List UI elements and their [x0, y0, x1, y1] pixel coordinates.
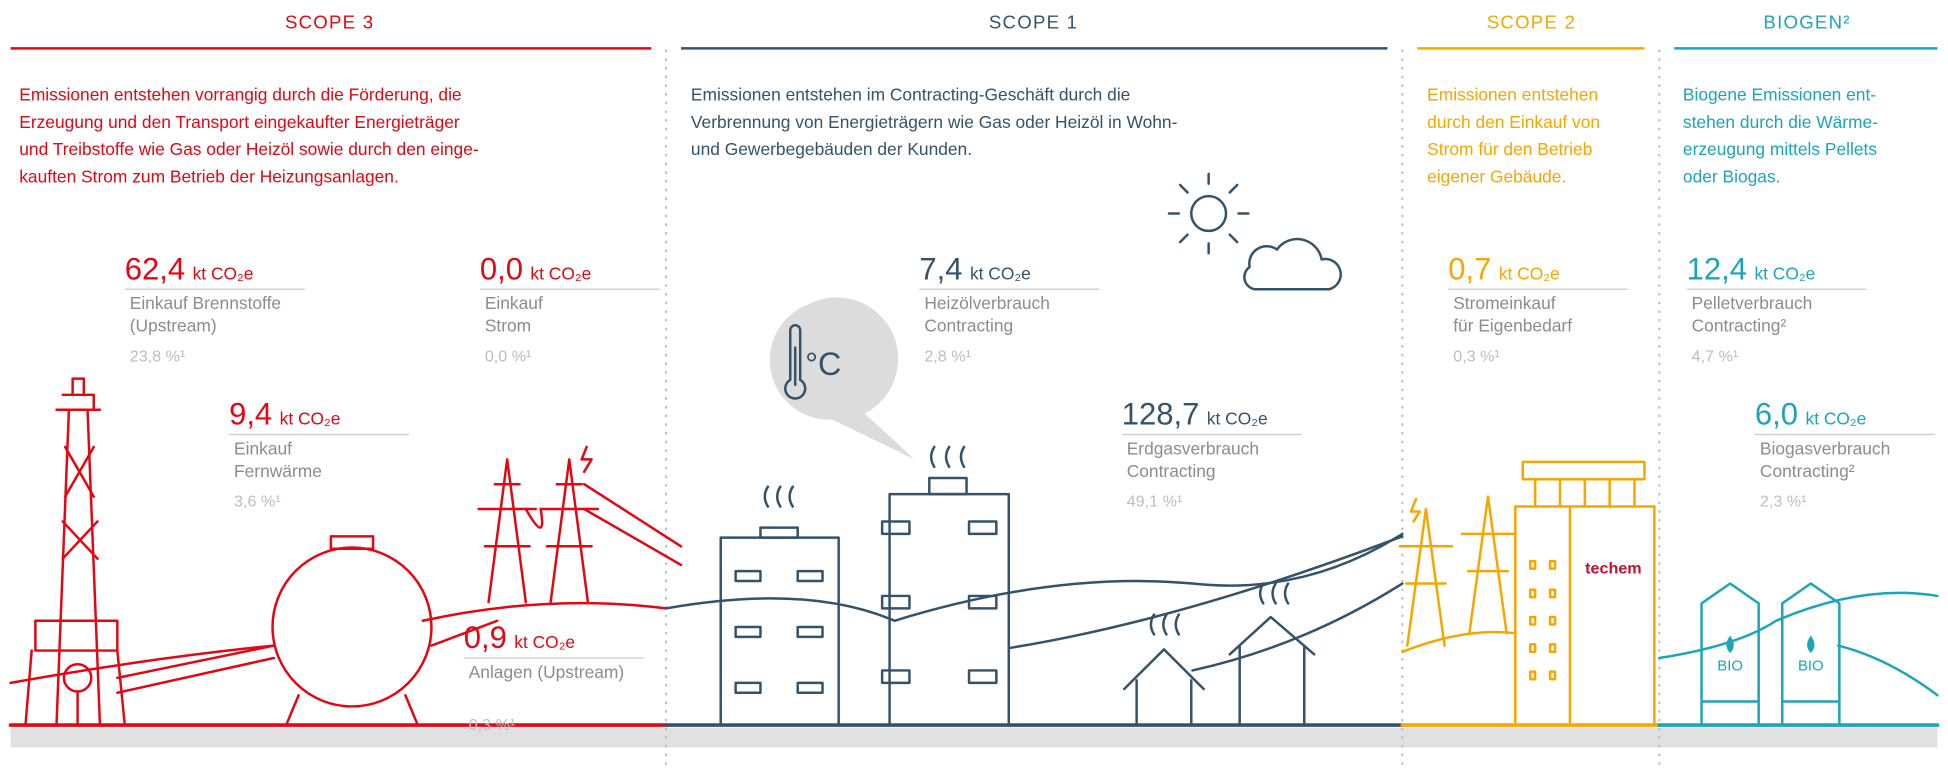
metric-unit: kt CO₂e: [530, 263, 591, 283]
metric-unit: kt CO₂e: [970, 263, 1031, 283]
metric-unit: kt CO₂e: [1207, 409, 1268, 429]
section-description: Emissionen entstehen: [1427, 85, 1598, 105]
metric-label: für Eigenbedarf: [1453, 315, 1572, 335]
section-description: Emissionen entstehen vorrangig durch die…: [19, 85, 461, 105]
metric-label: Contracting: [1127, 461, 1216, 481]
section-heading: SCOPE 2: [1487, 12, 1576, 33]
section-description: oder Biogas.: [1683, 167, 1781, 187]
section-description: durch den Einkauf von: [1427, 112, 1600, 132]
metric-label: (Upstream): [130, 315, 217, 335]
metric-value: 0,9 kt CO₂e: [464, 620, 575, 655]
section-description: stehen durch die Wärme-: [1683, 112, 1878, 132]
section-heading: SCOPE 1: [989, 12, 1078, 33]
metric-value: 0,0 kt CO₂e: [480, 251, 591, 286]
metric-unit: kt CO₂e: [1754, 263, 1815, 283]
biogen-illustration: [1659, 584, 1937, 726]
metric-number: 9,4: [229, 397, 272, 432]
metric-label: Biogasverbrauch: [1760, 438, 1890, 458]
scope2-illustration: [1400, 462, 1659, 725]
metric-value: 12,4 kt CO₂e: [1687, 251, 1816, 286]
metric-label: Pelletverbrauch: [1692, 293, 1813, 313]
section-description: kauften Strom zum Betrieb der Heizungsan…: [19, 167, 399, 187]
metric-label: Contracting²: [1692, 315, 1787, 335]
metric-unit: kt CO₂e: [193, 263, 254, 283]
metric-label: Fernwärme: [234, 461, 322, 481]
thermometer-unit: °C: [805, 346, 841, 382]
illustration-labels: °C techem BIO BIO: [805, 346, 1823, 674]
section-description: und Gewerbegebäuden der Kunden.: [691, 139, 972, 159]
metric-label: Contracting: [924, 315, 1013, 335]
metric-number: 6,0: [1755, 397, 1798, 432]
section-description: Erzeugung und den Transport eingekaufter…: [19, 112, 460, 132]
metric-share: 3,6 %¹: [234, 493, 281, 511]
metric-share: 4,7 %¹: [1692, 347, 1739, 365]
metric-value: 128,7 kt CO₂e: [1122, 397, 1268, 432]
metric-value: 0,7 kt CO₂e: [1448, 251, 1559, 286]
metric-share: 0,3 %¹: [1453, 347, 1500, 365]
metric-share: 2,8 %¹: [924, 347, 971, 365]
metric-share: 0,0 %¹: [485, 347, 532, 365]
section-heading: SCOPE 3: [285, 12, 374, 33]
metric-share: 0,3 %¹: [469, 716, 516, 734]
section-description: Emissionen entstehen im Contracting-Gesc…: [691, 85, 1130, 105]
thermometer-bubble: [770, 297, 915, 459]
metric-label: Erdgasverbrauch: [1127, 438, 1259, 458]
metric-number: 0,0: [480, 251, 523, 286]
metric-value: 9,4 kt CO₂e: [229, 397, 340, 432]
metric-value: 6,0 kt CO₂e: [1755, 397, 1866, 432]
metric-unit: kt CO₂e: [1499, 263, 1560, 283]
brand-label: techem: [1585, 560, 1641, 578]
scope1-illustration: [666, 174, 1402, 725]
metric-number: 12,4: [1687, 251, 1747, 286]
ground-bar: [11, 728, 1938, 748]
section-description: Biogene Emissionen ent-: [1683, 85, 1876, 105]
metric-value: 62,4 kt CO₂e: [125, 251, 254, 286]
section-heading: BIOGEN²: [1763, 12, 1850, 33]
metric-unit: kt CO₂e: [1806, 409, 1867, 429]
metric-label: Strom: [485, 315, 531, 335]
metric-label: Einkauf: [234, 438, 292, 458]
metric-share: 49,1 %¹: [1127, 493, 1183, 511]
metric-number: 128,7: [1122, 397, 1200, 432]
section-description: erzeugung mittels Pellets: [1683, 139, 1877, 159]
metric-label: Anlagen (Upstream): [469, 662, 624, 682]
silo-label: BIO: [1798, 658, 1824, 674]
metric-number: 0,7: [1448, 251, 1491, 286]
section-description: und Treibstoffe wie Gas oder Heizöl sowi…: [19, 139, 479, 159]
metric-share: 23,8 %¹: [130, 347, 186, 365]
metric-label: Einkauf Brennstoffe: [130, 293, 281, 313]
metric-unit: kt CO₂e: [280, 409, 341, 429]
metric-value: 7,4 kt CO₂e: [919, 251, 1030, 286]
section-description: Strom für den Betrieb: [1427, 139, 1592, 159]
metric-number: 7,4: [919, 251, 962, 286]
section-description: Verbrennung von Energieträgern wie Gas o…: [691, 112, 1178, 132]
sections: SCOPE 3 Emissionen entstehen vorrangig du…: [11, 12, 1938, 734]
metric-label: Contracting²: [1760, 461, 1855, 481]
metric-label: Stromeinkauf: [1453, 293, 1556, 313]
metric-share: 2,3 %¹: [1760, 493, 1807, 511]
metric-number: 62,4: [125, 251, 185, 286]
silo-label: BIO: [1717, 658, 1743, 674]
metric-unit: kt CO₂e: [514, 632, 575, 652]
metric-label: Einkauf: [485, 293, 543, 313]
section-description: eigener Gebäude.: [1427, 167, 1566, 187]
metric-number: 0,9: [464, 620, 507, 655]
infographic: °C techem BIO BIO SCOPE 3 Emissionen entsteh…: [0, 0, 1948, 771]
metric-label: Heizölverbrauch: [924, 293, 1050, 313]
